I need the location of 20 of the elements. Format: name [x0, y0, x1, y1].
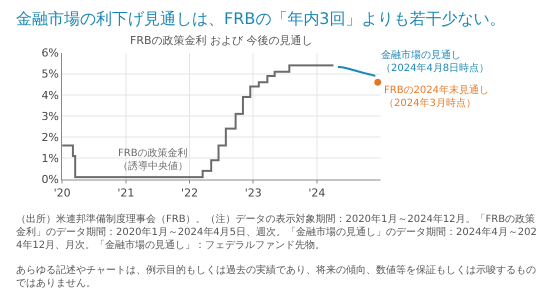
series-label: 金融市場の見通し（2024年4月8日時点） — [381, 49, 490, 74]
x-tick-label: '22 — [181, 186, 198, 200]
chart-title: 金融市場の利下げ見通しは、FRBの「年内3回」よりも若干少ない。 — [16, 9, 506, 28]
text: あらゆる記述やチャートは、例示目的もしくは過去の実績であり、将来の傾向、数値等を保証もしくは示唆するものではありません。 — [16, 264, 536, 288]
y-tick-label: 4% — [41, 88, 59, 102]
y-tick-label: 0% — [41, 173, 59, 186]
text: （出所）米連邦準備制度理事会（FRB）。（注）データの表示対象期間：2020年1月～2024年12月。「FRBの政策金利」のデータ期間：2020年1月～2024年4月5日、週次。「金融市場の見通し」のデータ期間：2024年4月～2024年12月、月次。「金融市場の見通し」：フェデラルファンド先物。 — [16, 213, 537, 251]
y-tick-label: 2% — [41, 130, 59, 144]
y-tick-label: 1% — [41, 152, 59, 166]
series-label: FRBの政策金利（誘導中央値） — [118, 147, 188, 172]
y-tick-label: 3% — [41, 110, 59, 123]
y-tick-label: 6% — [41, 46, 59, 60]
x-tick-label: '23 — [244, 186, 262, 200]
x-tick-label: '21 — [117, 186, 134, 200]
x-tick-label: '24 — [308, 186, 326, 200]
chart-subtitle: FRBの政策金利 および 今後の見通し — [130, 34, 313, 47]
x-tick-label: '20 — [54, 186, 71, 200]
line-series — [336, 66, 376, 77]
series-label: FRBの2024年末見通し（2024年3月時点） — [384, 84, 490, 109]
y-tick-label: 5% — [41, 68, 59, 81]
